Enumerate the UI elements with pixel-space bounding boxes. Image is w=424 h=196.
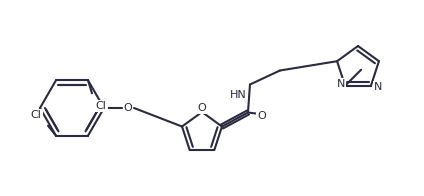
Text: O: O xyxy=(258,111,266,121)
Text: O: O xyxy=(124,103,132,113)
Text: HN: HN xyxy=(230,90,246,100)
Text: N: N xyxy=(337,79,345,89)
Text: O: O xyxy=(198,103,206,113)
Text: Cl: Cl xyxy=(31,110,42,120)
Text: Cl: Cl xyxy=(95,101,106,111)
Text: N: N xyxy=(374,82,382,92)
